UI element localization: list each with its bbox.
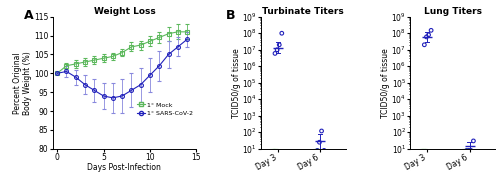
Point xyxy=(422,35,430,38)
Point xyxy=(418,149,426,152)
Point xyxy=(273,48,281,51)
Point xyxy=(276,43,283,46)
Title: Turbinate Titers: Turbinate Titers xyxy=(262,7,344,16)
Point xyxy=(318,129,326,132)
Point xyxy=(312,149,320,152)
Title: Weight Loss: Weight Loss xyxy=(94,7,156,16)
Point xyxy=(320,149,328,152)
Point xyxy=(313,149,321,152)
Point xyxy=(272,149,280,152)
Point xyxy=(314,149,322,152)
Point xyxy=(460,149,468,152)
Point xyxy=(465,149,473,152)
Point xyxy=(270,149,278,152)
Point xyxy=(427,29,435,32)
Point xyxy=(462,149,470,152)
Point xyxy=(316,141,324,144)
Point xyxy=(419,149,427,152)
Point xyxy=(424,33,432,36)
Y-axis label: TCID50/g of tissue: TCID50/g of tissue xyxy=(381,48,390,118)
Text: B: B xyxy=(226,9,235,22)
Point xyxy=(422,149,430,152)
Point xyxy=(271,52,279,55)
Y-axis label: Percent Original
Body Weight (%): Percent Original Body Weight (%) xyxy=(13,51,32,115)
Text: A: A xyxy=(24,9,34,22)
Point xyxy=(271,149,279,152)
Point xyxy=(278,32,286,35)
Legend: 1° Mock, 1° SARS-CoV-2: 1° Mock, 1° SARS-CoV-2 xyxy=(136,102,193,117)
Point xyxy=(420,43,428,46)
Point xyxy=(461,149,469,152)
Y-axis label: TCID50/g of tissue: TCID50/g of tissue xyxy=(232,48,240,118)
X-axis label: Days Post-Infection: Days Post-Infection xyxy=(88,163,162,172)
Point xyxy=(314,149,322,152)
Point xyxy=(420,149,428,152)
Point xyxy=(268,149,276,152)
Point xyxy=(310,149,318,152)
Point xyxy=(462,149,470,152)
Point xyxy=(470,140,478,142)
Point xyxy=(464,149,472,152)
Point xyxy=(467,149,475,152)
Title: Lung Titers: Lung Titers xyxy=(424,7,482,16)
